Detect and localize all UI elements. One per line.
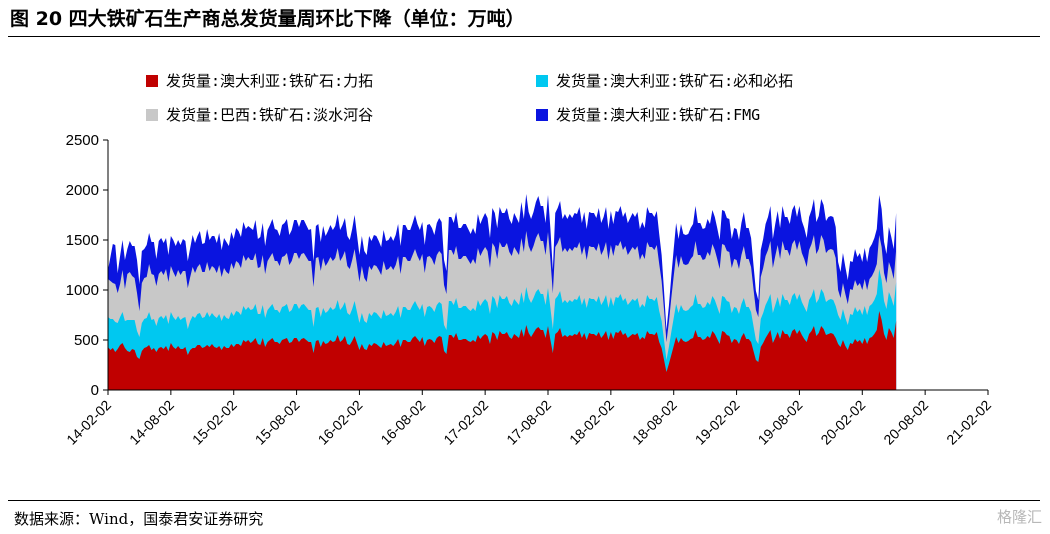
- x-tick-label: 21-02-02: [943, 397, 994, 448]
- watermark: 格隆汇: [996, 508, 1042, 526]
- legend-label-1: 发货量:澳大利亚:铁矿石:必和必拓: [556, 72, 793, 90]
- x-tick-label: 14-02-02: [63, 397, 114, 448]
- series-area-0: [108, 311, 897, 390]
- x-tick-label: 18-08-02: [629, 397, 680, 448]
- legend-swatch-1: [536, 75, 548, 87]
- y-tick-label: 1000: [66, 282, 99, 299]
- x-tick-label: 14-08-02: [126, 397, 177, 448]
- x-tick-label: 20-02-02: [817, 397, 868, 448]
- source-note: 数据来源：Wind，国泰君安证券研究: [14, 510, 264, 528]
- legend-label-2: 发货量:巴西:铁矿石:淡水河谷: [166, 106, 373, 124]
- legend: 发货量:澳大利亚:铁矿石:力拓 发货量:澳大利亚:铁矿石:必和必拓发货量:巴西:铁…: [146, 72, 793, 124]
- x-tick-label: 20-08-02: [880, 397, 931, 448]
- legend-swatch-2: [146, 109, 158, 121]
- x-tick-label: 18-02-02: [566, 397, 617, 448]
- figure-title: 图 20 四大铁矿石生产商总发货量周环比下降（单位：万吨）: [10, 8, 525, 30]
- y-tick-label: 2500: [66, 132, 99, 149]
- x-tick-label: 16-02-02: [315, 397, 366, 448]
- x-tick-label: 17-02-02: [440, 397, 491, 448]
- y-tick-label: 500: [74, 332, 99, 349]
- y-tick-label: 2000: [66, 182, 99, 199]
- legend-swatch-3: [536, 109, 548, 121]
- x-tick-label: 15-08-02: [252, 397, 303, 448]
- bottom-rule: [8, 500, 1040, 501]
- x-tick-label: 19-08-02: [755, 397, 806, 448]
- y-tick-label: 0: [91, 382, 99, 399]
- legend-swatch-0: [146, 75, 158, 87]
- x-tick-label: 19-02-02: [692, 397, 743, 448]
- plot-area: [108, 194, 897, 390]
- y-tick-label: 1500: [66, 232, 99, 249]
- legend-label-0: 发货量:澳大利亚:铁矿石:力拓: [166, 72, 373, 90]
- top-rule: [8, 36, 1040, 37]
- x-tick-label: 16-08-02: [377, 397, 428, 448]
- x-tick-label: 17-08-02: [503, 397, 554, 448]
- legend-label-3: 发货量:澳大利亚:铁矿石:FMG: [556, 106, 760, 124]
- x-tick-label: 15-02-02: [189, 397, 240, 448]
